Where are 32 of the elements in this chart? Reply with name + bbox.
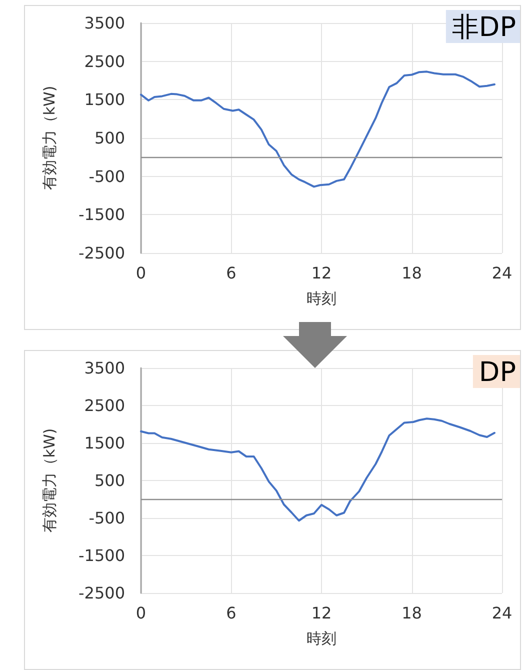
x-tick-label: 0 [136, 604, 146, 622]
chart-title: 非DP [452, 12, 516, 43]
y-tick-label: -2500 [78, 584, 125, 602]
line-series [140, 418, 496, 522]
y-tick-label: 500 [94, 471, 125, 490]
x-axis-title: 時刻 [306, 630, 336, 648]
y-tick-label: -500 [88, 508, 125, 528]
y-tick-label: 3500 [84, 358, 125, 378]
y-tick-label: 3500 [84, 14, 125, 32]
x-tick-label: 0 [136, 264, 146, 282]
x-tick-label: 18 [402, 604, 422, 622]
x-tick-label: 12 [311, 264, 332, 282]
y-tick-label: 1500 [84, 434, 125, 452]
y-tick-label: -2500 [78, 244, 125, 262]
line-series [140, 70, 496, 188]
y-axis-title: 有効電力（kW) [40, 428, 58, 533]
y-tick-label: 1500 [84, 90, 125, 110]
x-tick-label: 6 [226, 604, 236, 622]
x-tick-label: 6 [226, 264, 236, 282]
y-tick-label: 2500 [84, 52, 125, 71]
y-tick-label: -1500 [78, 546, 125, 565]
y-tick-label: -1500 [78, 205, 125, 224]
x-tick-label: 24 [492, 604, 512, 622]
y-tick-label: 500 [94, 128, 125, 148]
chart-title: DP [478, 357, 516, 388]
y-tick-label: -500 [88, 166, 125, 186]
x-tick-label: 12 [311, 604, 332, 622]
y-tick-label: 2500 [84, 396, 125, 415]
y-axis-title: 有効電力（kW) [40, 86, 58, 190]
x-axis-title: 時刻 [306, 290, 336, 308]
x-tick-label: 24 [492, 264, 512, 282]
x-tick-label: 18 [402, 264, 422, 282]
